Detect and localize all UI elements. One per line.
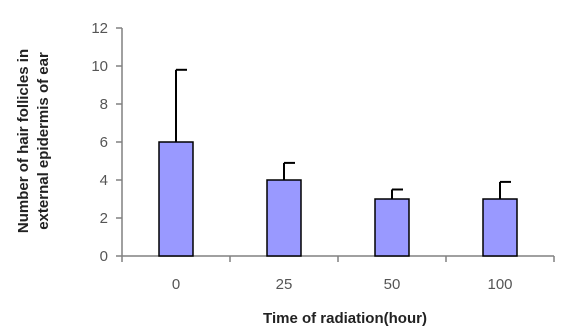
bar-0 <box>158 141 194 257</box>
y-tick-label: 4 <box>100 172 108 189</box>
y-tick-label: 0 <box>100 248 108 265</box>
y-tick-label: 2 <box>100 210 108 227</box>
x-tick-label: 25 <box>276 276 293 293</box>
bar-25 <box>266 179 302 257</box>
y-tick-label: 6 <box>100 134 108 151</box>
x-tick-label: 100 <box>487 276 512 293</box>
x-axis-label: Time of radiation(hour) <box>263 310 427 327</box>
y-tick-label: 12 <box>91 20 108 37</box>
y-axis-label-line-2: external epidermis of ear <box>35 52 52 230</box>
y-tick-label: 10 <box>91 58 108 75</box>
x-tick-label: 50 <box>384 276 401 293</box>
bar-100 <box>482 198 518 257</box>
bar-50 <box>374 198 410 257</box>
x-tick-label: 0 <box>172 276 180 293</box>
y-tick-label: 8 <box>100 96 108 113</box>
y-axis-label-line-1: Number of hair follicles in <box>15 49 32 233</box>
